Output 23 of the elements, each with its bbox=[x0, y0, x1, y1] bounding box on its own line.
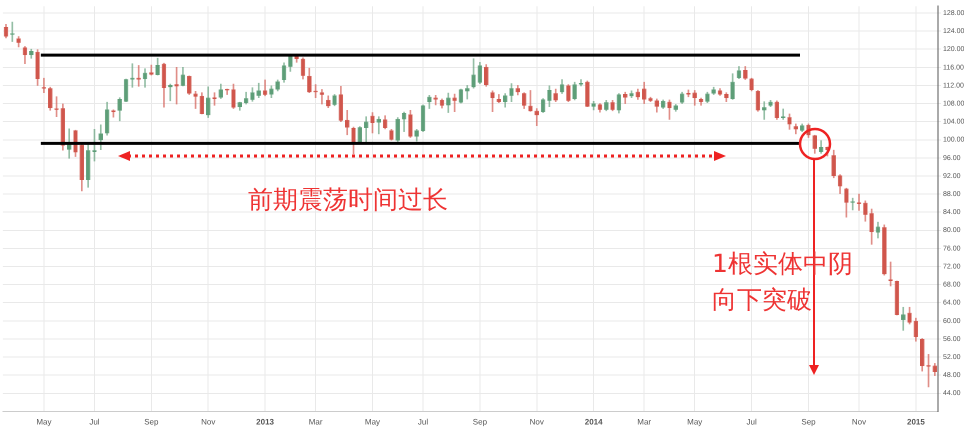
x-tick-label: Jul bbox=[746, 417, 757, 426]
candlestick bbox=[320, 89, 324, 104]
x-tick-label: Jul bbox=[89, 417, 100, 426]
x-tick-label: Sep bbox=[144, 417, 159, 426]
candlestick bbox=[193, 90, 198, 109]
annotation: 前期震荡时间过长 bbox=[248, 184, 448, 216]
x-tick-label: Sep bbox=[801, 417, 816, 426]
x-tick-label: 2013 bbox=[256, 417, 275, 426]
x-tick-label: May bbox=[364, 417, 380, 426]
x-tick-label: Mar bbox=[308, 417, 323, 426]
x-tick-label: May bbox=[687, 417, 702, 426]
x-tick-label: Nov bbox=[852, 417, 866, 426]
candlestick bbox=[528, 90, 533, 112]
x-tick-label: Sep bbox=[472, 417, 488, 426]
x-tick-label: 2014 bbox=[584, 417, 604, 426]
x-tick-label: Nov bbox=[530, 417, 544, 426]
x-tick-label: Nov bbox=[201, 417, 216, 426]
annotation: 向下突破 bbox=[712, 284, 812, 316]
candlestick bbox=[92, 129, 97, 162]
x-tick-label: May bbox=[36, 417, 52, 426]
x-tick-label: Mar bbox=[637, 417, 652, 426]
x-tick-label: Jul bbox=[418, 417, 428, 426]
x-tick-label: 2015 bbox=[906, 417, 926, 426]
